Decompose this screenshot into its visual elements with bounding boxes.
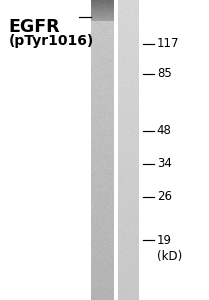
Text: 19: 19 [157,233,172,247]
Text: 48: 48 [157,124,172,137]
Text: (pTyr1016): (pTyr1016) [8,34,94,49]
Text: 85: 85 [157,67,172,80]
Text: 117: 117 [157,37,179,50]
Text: (kD): (kD) [157,250,182,263]
Text: EGFR: EGFR [8,18,60,36]
Text: 26: 26 [157,190,172,203]
Text: 34: 34 [157,157,172,170]
